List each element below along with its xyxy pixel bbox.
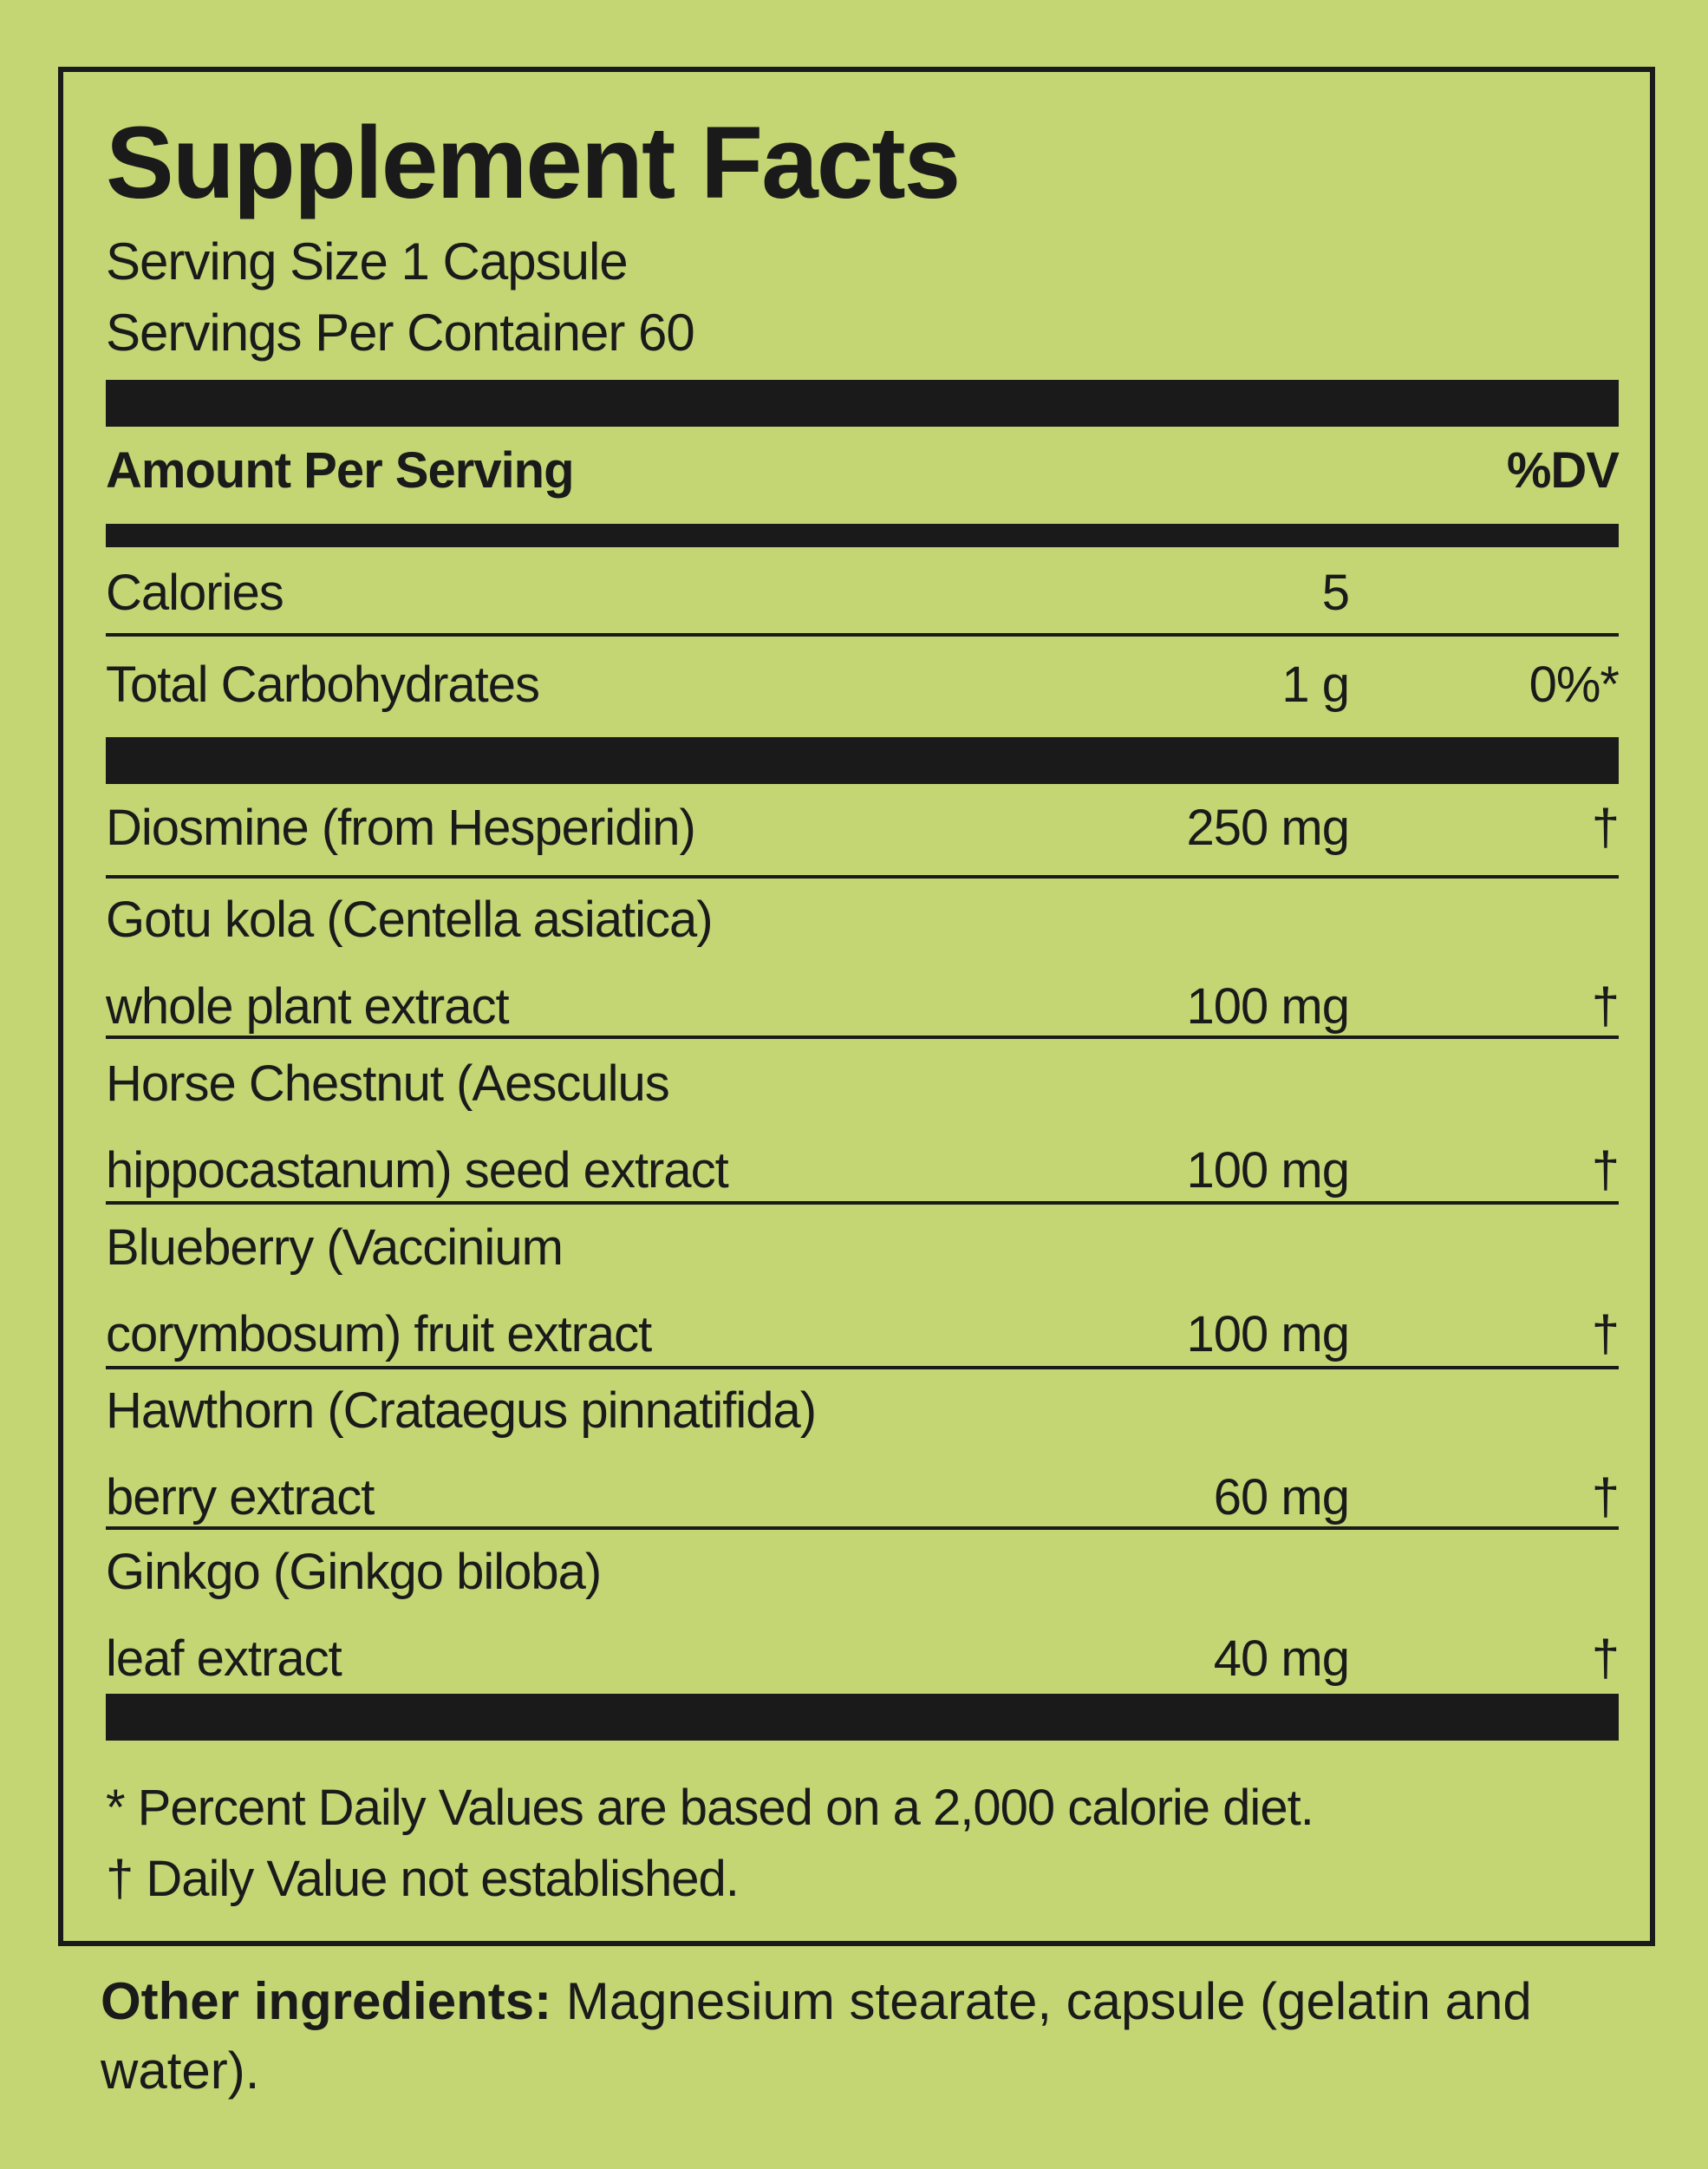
panel-title: Supplement Facts bbox=[106, 106, 961, 220]
nutrient-row: Total Carbohydrates 1 g 0%* bbox=[106, 650, 1620, 720]
divider-thin bbox=[106, 1201, 1619, 1205]
other-ingredients: Other ingredients: Magnesium stearate, c… bbox=[101, 1967, 1574, 2106]
ingredient-name: Horse Chestnut (Aesculus bbox=[106, 1055, 670, 1112]
divider-thick bbox=[106, 737, 1619, 784]
ingredient-row: Blueberry (Vaccinium corymbosum) fruit e… bbox=[106, 1213, 1620, 1369]
ingredient-dv: † bbox=[1591, 800, 1620, 856]
dv-label: %DV bbox=[1506, 442, 1620, 499]
ingredient-dv: † bbox=[1591, 978, 1620, 1035]
ingredient-name: Gotu kola (Centella asiatica) bbox=[106, 892, 714, 948]
nutrient-name: Calories bbox=[106, 565, 284, 621]
ingredient-name: Hawthorn (Crataegus pinnatifida) bbox=[106, 1382, 817, 1439]
ingredient-amount: 100 mg bbox=[1186, 978, 1350, 1035]
nutrient-amount: 1 g bbox=[1281, 657, 1350, 713]
ingredient-row: Ginkgo (Ginkgo biloba) leaf extract 40 m… bbox=[106, 1538, 1620, 1694]
ingredient-name-line2: berry extract bbox=[106, 1469, 375, 1525]
ingredient-dv: † bbox=[1591, 1469, 1620, 1525]
nutrient-row: Calories 5 bbox=[106, 559, 1619, 628]
ingredient-row: Hawthorn (Crataegus pinnatifida) berry e… bbox=[106, 1376, 1620, 1532]
ingredient-name: Blueberry (Vaccinium bbox=[106, 1219, 564, 1276]
ingredient-dv: † bbox=[1591, 1306, 1620, 1362]
ingredient-amount: 250 mg bbox=[1186, 800, 1350, 856]
divider-medium bbox=[106, 524, 1619, 547]
header-row: Amount Per Serving %DV bbox=[106, 436, 1620, 506]
divider-thick bbox=[106, 380, 1619, 427]
divider-thin bbox=[106, 1526, 1619, 1530]
ingredient-row: Gotu kola (Centella asiatica) whole plan… bbox=[106, 885, 1620, 1042]
ingredient-name: Diosmine (from Hesperidin) bbox=[106, 800, 696, 856]
servings-per-container: Servings Per Container 60 bbox=[106, 304, 695, 362]
nutrient-dv: 0%* bbox=[1529, 657, 1620, 713]
ingredient-name-line2: hippocastanum) seed extract bbox=[106, 1142, 729, 1199]
ingredient-name: Ginkgo (Ginkgo biloba) bbox=[106, 1544, 602, 1600]
ingredient-amount: 40 mg bbox=[1213, 1630, 1350, 1687]
ingredient-name-line2: whole plant extract bbox=[106, 978, 510, 1035]
divider-thin bbox=[106, 1366, 1619, 1369]
ingredient-amount: 100 mg bbox=[1186, 1306, 1350, 1362]
supplement-facts-panel: Supplement Facts Serving Size 1 Capsule … bbox=[58, 67, 1655, 1946]
nutrient-amount: 5 bbox=[1321, 565, 1350, 621]
other-ingredients-label: Other ingredients: bbox=[101, 1972, 552, 2030]
amount-per-serving-label: Amount Per Serving bbox=[106, 442, 575, 499]
divider-thin bbox=[106, 875, 1619, 879]
ingredient-dv: † bbox=[1591, 1142, 1620, 1199]
footnote-dagger: † Daily Value not established. bbox=[106, 1851, 740, 1907]
footnote-dv: * Percent Daily Values are based on a 2,… bbox=[106, 1780, 1314, 1836]
ingredient-name-line2: corymbosum) fruit extract bbox=[106, 1306, 652, 1362]
other-ingredients-text: Magnesium stearate, capsule (gelatin and… bbox=[101, 1972, 1532, 2100]
divider-thin bbox=[106, 1036, 1619, 1039]
ingredient-dv: † bbox=[1591, 1630, 1620, 1687]
divider-thick bbox=[106, 1694, 1619, 1741]
serving-size: Serving Size 1 Capsule bbox=[106, 232, 629, 291]
ingredient-name-line2: leaf extract bbox=[106, 1630, 342, 1687]
ingredient-row: Diosmine (from Hesperidin) 250 mg † bbox=[106, 794, 1620, 863]
divider-thin bbox=[106, 633, 1619, 637]
ingredient-row: Horse Chestnut (Aesculus hippocastanum) … bbox=[106, 1049, 1620, 1205]
ingredient-amount: 100 mg bbox=[1186, 1142, 1350, 1199]
nutrient-name: Total Carbohydrates bbox=[106, 657, 540, 713]
ingredient-amount: 60 mg bbox=[1213, 1469, 1350, 1525]
